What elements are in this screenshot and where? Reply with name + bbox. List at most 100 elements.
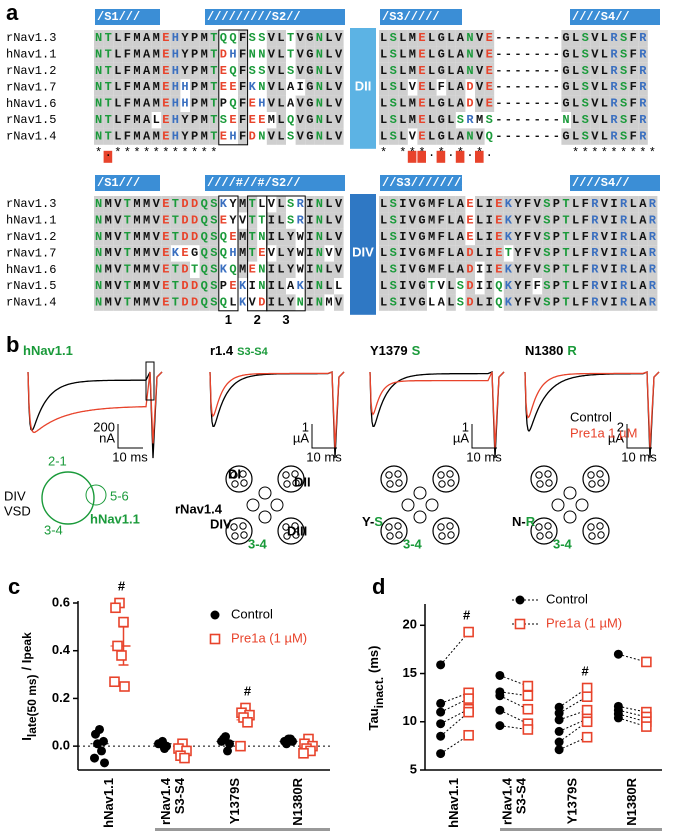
conserved-shade [142, 212, 152, 229]
control-point [554, 737, 564, 747]
conserved-shade [305, 294, 315, 311]
conserved-shade [638, 128, 648, 145]
conserved-shade [266, 294, 277, 311]
conserved-shade [161, 228, 171, 246]
y-tick-label: 15 [403, 665, 417, 680]
conserved-shade [103, 95, 114, 112]
conserved-shade [388, 228, 399, 246]
conserved-shade [407, 294, 418, 311]
conserved-shade [190, 128, 200, 145]
conserved-shade [170, 228, 181, 246]
conserved-shade [180, 278, 190, 295]
diagram-label: VSD [4, 503, 31, 518]
significance: # [118, 578, 126, 593]
conserved-shade [94, 228, 104, 246]
helix [239, 470, 247, 478]
segment-header-bar [570, 175, 660, 191]
conserved-shade [571, 112, 581, 129]
conserved-shade [590, 294, 600, 311]
conserved-shade [590, 79, 600, 96]
scale-time: 10 ms [621, 449, 657, 464]
conserved-shade [94, 95, 104, 112]
isoform-name: rNav1.3 [6, 31, 56, 45]
y-tick-label: 5 [410, 761, 417, 776]
pre1a-point [581, 731, 593, 743]
title-mutation: S3-S4 [237, 346, 268, 358]
x-tick-label: hNav1.1 [101, 778, 116, 828]
pore-helix [413, 486, 427, 500]
conserved-shade [484, 228, 495, 246]
conserved-shade [417, 46, 427, 63]
legend-label: Control [546, 591, 588, 606]
conserved-shade [475, 46, 485, 63]
pre1a-point [581, 704, 593, 716]
conserved-shade [609, 228, 619, 246]
y-label-part: peak [20, 632, 34, 660]
conserved-shade [94, 46, 104, 63]
current-trace [369, 371, 505, 448]
title-name: r1.4 [210, 343, 234, 358]
conserved-shade [113, 95, 123, 112]
conserved-shade [599, 62, 610, 80]
conserved-shade [619, 294, 629, 311]
control-point [436, 660, 446, 670]
pre1a-point [116, 650, 127, 661]
pair-line [440, 734, 469, 755]
control-point [436, 698, 446, 708]
conserved-shade [388, 245, 399, 262]
segment-header: /S1/// [97, 176, 140, 190]
conserved-shade [161, 245, 171, 262]
conserved-shade [465, 62, 475, 80]
domain-label: DI [228, 466, 241, 481]
loop-label: 2-1 [48, 453, 67, 468]
conserved-shade [427, 212, 437, 229]
conserved-shade [305, 278, 315, 295]
conserved-shade [561, 62, 571, 80]
conserved-shade [619, 79, 629, 96]
conserved-shade [561, 79, 571, 96]
control-point [225, 739, 234, 749]
conserved-shade [427, 30, 437, 47]
conserved-shade [484, 95, 495, 112]
conserved-shade [407, 196, 418, 213]
conserved-shade [599, 30, 610, 47]
helix [597, 479, 605, 487]
vsd [582, 517, 610, 545]
control-point [495, 670, 505, 680]
conserved-shade [619, 30, 629, 47]
conserved-shade [199, 128, 210, 145]
conserved-shade [94, 261, 104, 278]
conserved-shade [446, 212, 456, 229]
conserved-shade [417, 212, 427, 229]
trace-title: hNav1.1 [23, 343, 73, 358]
helix [386, 532, 394, 540]
conserved-shade [455, 46, 466, 63]
conserved-shade [266, 46, 277, 63]
control-point [613, 649, 623, 659]
scale-unit: µA [453, 430, 469, 445]
conserved-shade [151, 212, 162, 229]
conserved-shade [628, 112, 639, 129]
pore-helix [270, 498, 284, 512]
conserved-shade [638, 46, 648, 63]
current-trace [369, 371, 505, 459]
conserved-shade [238, 30, 248, 47]
conserved-shade [446, 261, 456, 278]
conserved-shade [94, 62, 104, 80]
conserved-shade [334, 128, 344, 145]
conserved-shade [647, 261, 658, 278]
conserved-shade [305, 128, 315, 145]
conserved-shade [484, 261, 495, 278]
conserved-shade [561, 245, 571, 262]
conserved-shade [532, 212, 543, 229]
conserved-shade [190, 30, 200, 47]
conserved-shade [427, 196, 437, 213]
conserved-shade [407, 95, 418, 112]
conserved-shade [609, 212, 619, 229]
conserved-shade [94, 79, 104, 96]
conserved-shade [609, 30, 619, 47]
conserved-shade [427, 128, 437, 145]
conserved-shade [122, 46, 133, 63]
